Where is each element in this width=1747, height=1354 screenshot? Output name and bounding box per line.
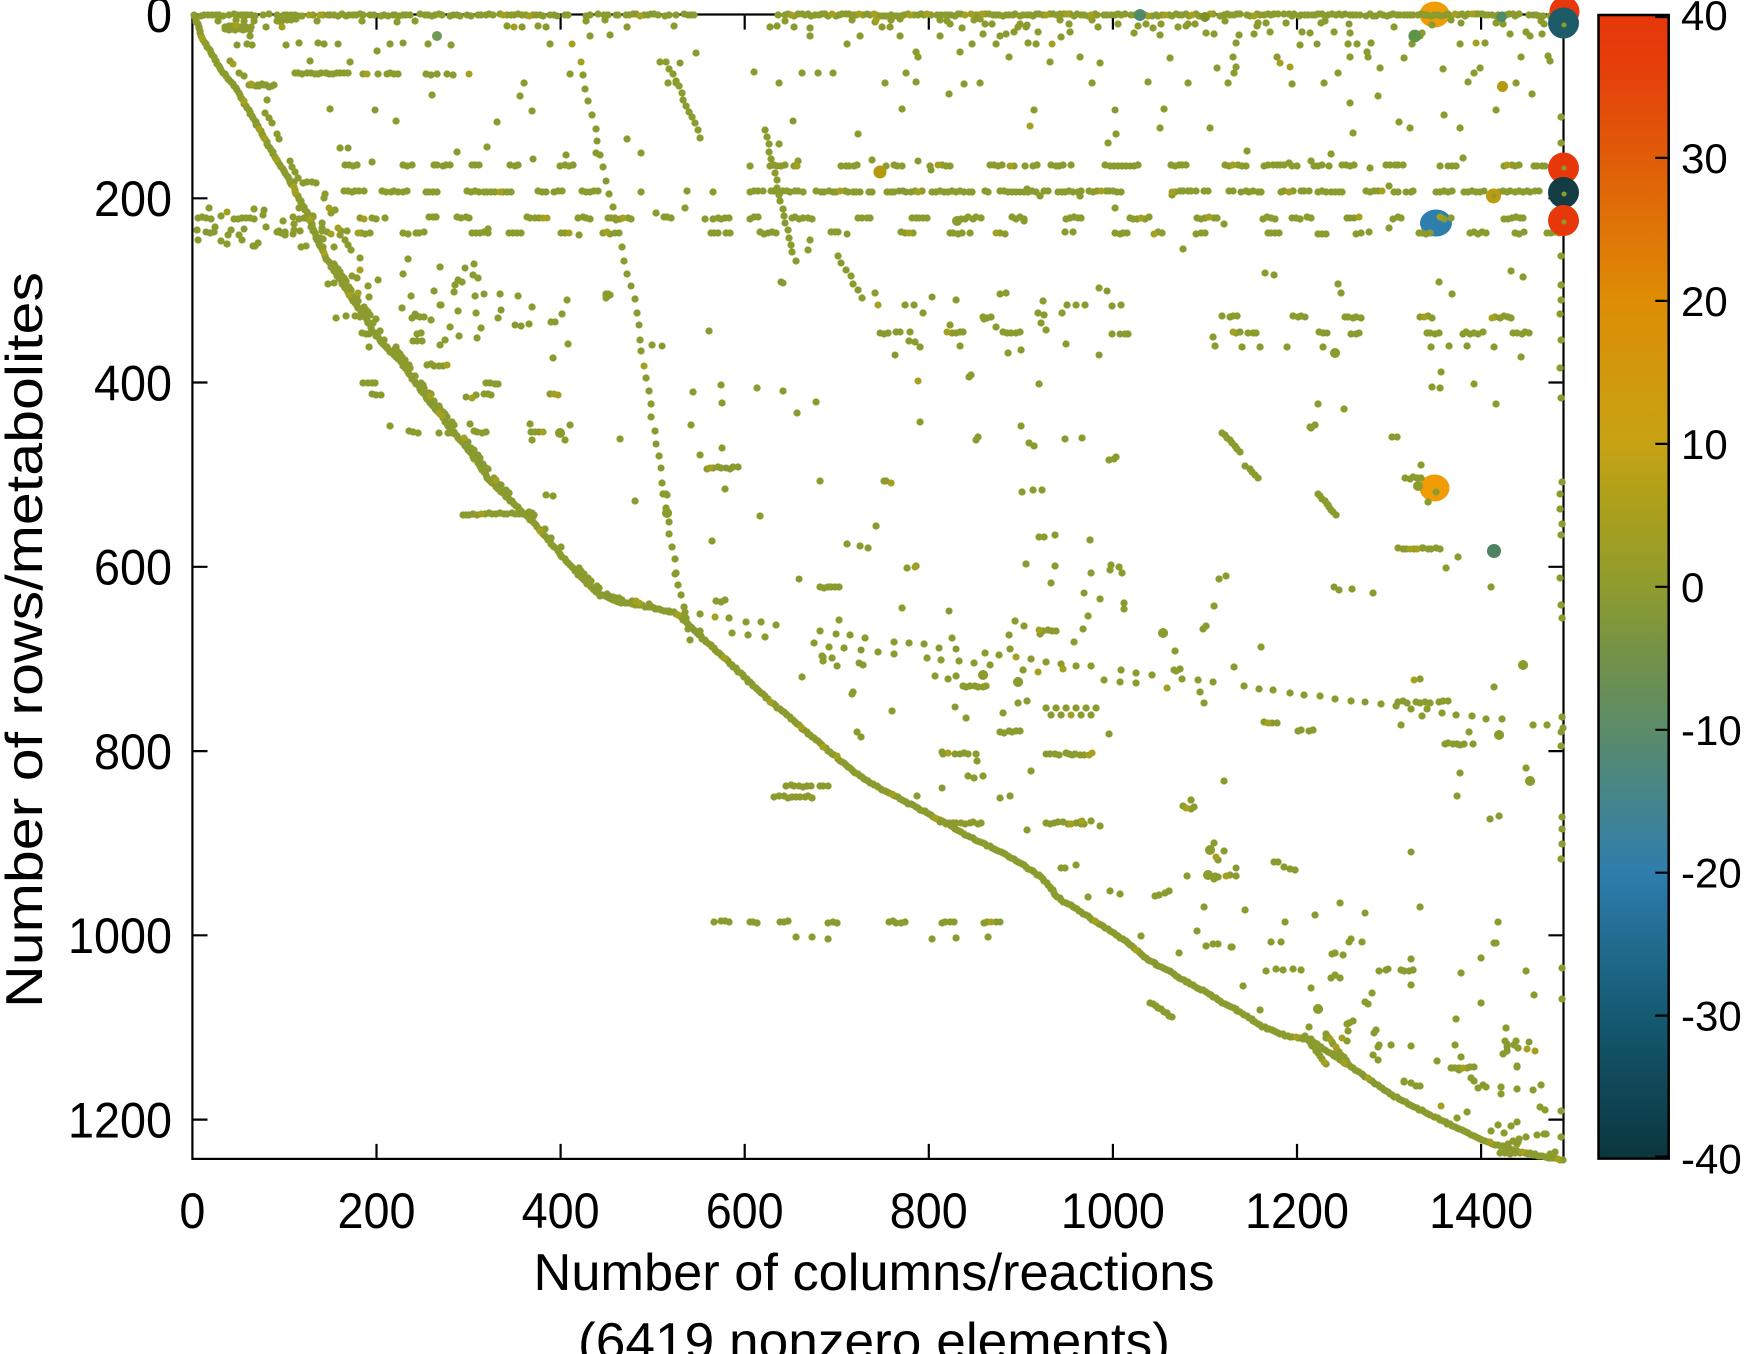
svg-text:200: 200: [94, 171, 172, 227]
svg-text:30: 30: [1681, 135, 1728, 182]
svg-text:20: 20: [1681, 278, 1728, 325]
svg-text:0: 0: [179, 1183, 205, 1239]
svg-text:600: 600: [94, 540, 172, 596]
svg-text:-30: -30: [1681, 993, 1742, 1040]
svg-text:Number of columns/reactions: Number of columns/reactions: [534, 1244, 1215, 1302]
svg-text:40: 40: [1681, 0, 1728, 39]
svg-text:Number of rows/metabolites: Number of rows/metabolites: [0, 272, 54, 1008]
svg-text:1200: 1200: [1245, 1183, 1349, 1239]
svg-text:(6419 nonzero elements): (6419 nonzero elements): [578, 1313, 1170, 1354]
svg-text:1000: 1000: [1061, 1183, 1165, 1239]
svg-text:-20: -20: [1681, 850, 1742, 897]
svg-text:800: 800: [890, 1183, 968, 1239]
svg-text:10: 10: [1681, 421, 1728, 468]
svg-text:1200: 1200: [68, 1092, 172, 1148]
svg-text:400: 400: [522, 1183, 600, 1239]
svg-text:0: 0: [146, 0, 172, 43]
svg-text:200: 200: [338, 1183, 416, 1239]
svg-text:400: 400: [94, 355, 172, 411]
svg-text:1000: 1000: [68, 908, 172, 964]
svg-text:-10: -10: [1681, 707, 1742, 754]
svg-text:0: 0: [1681, 564, 1704, 611]
svg-text:600: 600: [706, 1183, 784, 1239]
svg-text:800: 800: [94, 724, 172, 780]
svg-text:1400: 1400: [1429, 1183, 1533, 1239]
svg-text:-40: -40: [1681, 1136, 1742, 1183]
